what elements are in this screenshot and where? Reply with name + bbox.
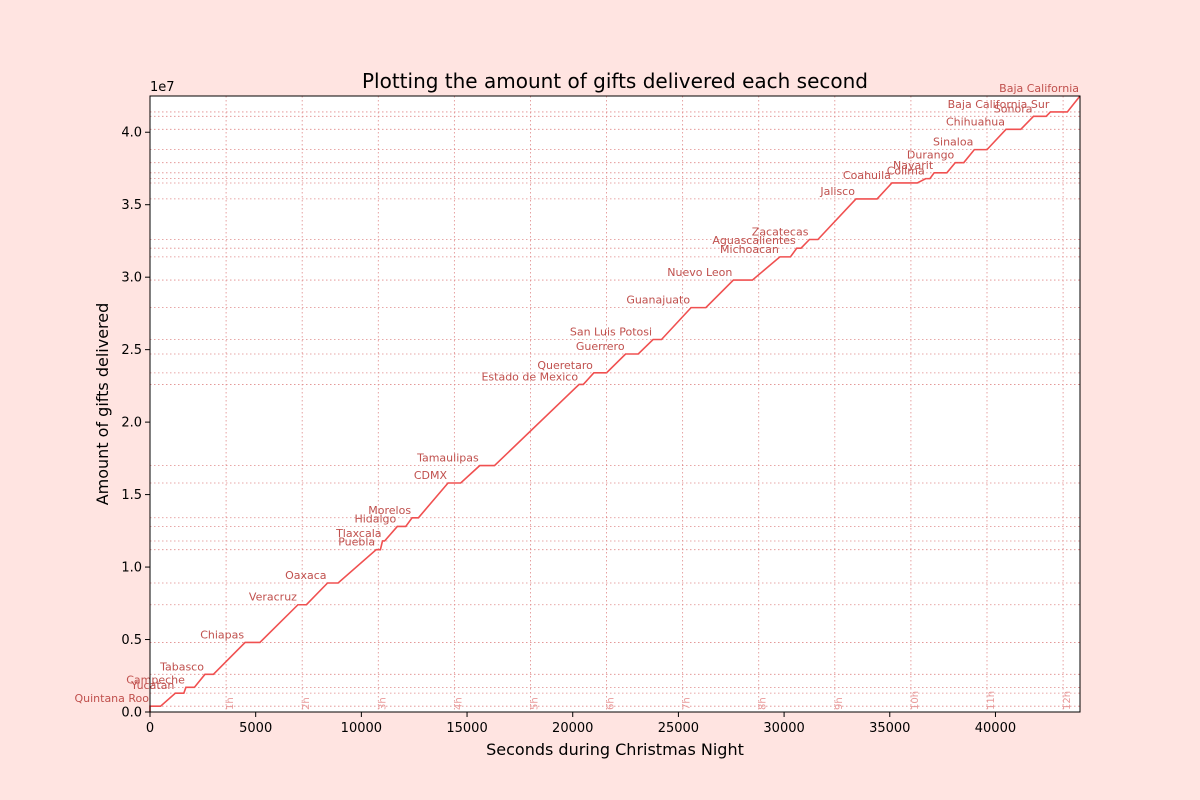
hour-label: 6h <box>606 697 617 710</box>
y-tick-label: 3.5 <box>121 198 142 213</box>
state-label: Hidalgo <box>354 512 396 525</box>
gifts-delivered-line <box>149 95 1081 712</box>
grid-lines <box>150 95 1080 712</box>
state-label: Chiapas <box>200 628 244 641</box>
y-tick-label: 2.0 <box>121 416 142 431</box>
state-label: Veracruz <box>249 591 297 604</box>
state-label: Baja California Sur <box>948 98 1050 111</box>
y-axis-ticks: 0.0 0.5 1.0 1.5 2.0 2.5 3.0 3.5 4.0 <box>121 126 150 721</box>
x-tick-label: 5000 <box>239 721 272 736</box>
x-axis-label: Seconds during Christmas Night <box>486 740 744 759</box>
state-label: Jalisco <box>819 185 855 198</box>
x-tick-label: 20000 <box>552 721 593 736</box>
state-label: Oaxaca <box>285 569 326 582</box>
y-tick-label: 4.0 <box>121 126 142 141</box>
hour-markers: 1h 2h 3h 4h 5h 6h 7h 8h 9h 10h 11h 12h <box>225 691 1073 710</box>
y-tick-label: 2.5 <box>121 343 142 358</box>
state-label: Colima <box>887 165 925 178</box>
state-label: Tabasco <box>159 660 204 673</box>
state-label: Tlaxcala <box>335 527 381 540</box>
hour-label: 5h <box>529 697 540 710</box>
x-tick-label: 10000 <box>341 721 382 736</box>
state-label: Sinaloa <box>933 136 973 149</box>
x-tick-label: 0 <box>146 721 154 736</box>
x-axis-ticks: 0 5000 10000 15000 20000 25000 30000 35000 40000 <box>146 712 1016 736</box>
state-label: Morelos <box>368 504 411 517</box>
x-tick-label: 35000 <box>869 721 910 736</box>
state-label: Puebla <box>338 536 375 549</box>
hour-label: 9h <box>834 697 845 710</box>
state-label: Guerrero <box>576 340 625 353</box>
state-label: Coahuila <box>843 169 891 182</box>
y-tick-label: 0.0 <box>121 706 142 721</box>
hour-label: 12h <box>1062 691 1073 710</box>
hour-label: 8h <box>758 697 769 710</box>
y-tick-label: 3.0 <box>121 271 142 286</box>
y-axis-label: Amount of gifts delivered <box>93 303 112 506</box>
plot-area <box>149 95 1081 713</box>
hour-label: 4h <box>453 697 464 710</box>
y-tick-label: 1.0 <box>121 561 142 576</box>
hour-label: 3h <box>377 697 388 710</box>
hour-label: 10h <box>910 691 921 710</box>
axes-border <box>149 95 1081 713</box>
y-axis-multiplier: 1e7 <box>150 80 175 95</box>
state-label: Nuevo Leon <box>667 266 732 279</box>
state-label: Queretaro <box>537 359 593 372</box>
y-tick-label: 0.5 <box>121 633 142 648</box>
x-tick-label: 15000 <box>446 721 487 736</box>
state-label: Yucatan <box>130 679 174 692</box>
hour-label: 2h <box>301 697 312 710</box>
y-tick-label: 1.5 <box>121 488 142 503</box>
state-label: Baja California <box>999 82 1079 95</box>
state-label: Chihuahua <box>946 115 1005 128</box>
state-label: CDMX <box>414 469 448 482</box>
state-label: Zacatecas <box>752 225 809 238</box>
state-label: Aguascalientes <box>712 234 796 247</box>
state-label: Durango <box>907 149 955 162</box>
chart-title: Plotting the amount of gifts delivered e… <box>362 69 868 93</box>
state-label: Tamaulipas <box>416 452 479 465</box>
x-tick-label: 25000 <box>658 721 699 736</box>
x-tick-label: 40000 <box>975 721 1016 736</box>
state-label: Nayarit <box>893 159 934 172</box>
x-tick-label: 30000 <box>763 721 804 736</box>
hour-label: 7h <box>682 697 693 710</box>
hour-label: 11h <box>986 691 997 710</box>
hour-label: 1h <box>225 697 236 710</box>
state-label: Guanajuato <box>626 294 690 307</box>
state-label: Quintana Roo <box>74 692 149 705</box>
state-label: Campeche <box>126 673 185 686</box>
state-label: Michoacan <box>720 243 779 256</box>
state-label: Estado de Mexico <box>481 370 578 383</box>
state-label: Sonora <box>994 102 1033 115</box>
state-label: San Luis Potosi <box>570 326 652 339</box>
